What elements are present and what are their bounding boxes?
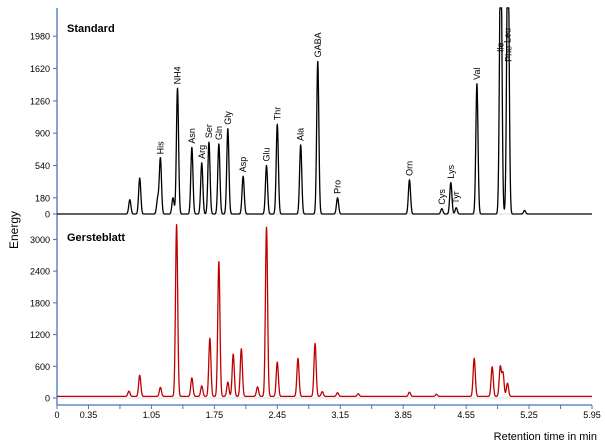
y-tick-label: 1980 <box>30 32 50 42</box>
panel-title: Standard <box>67 23 115 35</box>
x-tick-label: 2.45 <box>269 410 287 420</box>
peak-label: Ser <box>204 124 214 138</box>
x-tick-label: 0 <box>54 410 59 420</box>
y-tick-label: 2400 <box>30 267 50 277</box>
y-tick-label: 900 <box>35 129 50 139</box>
peak-label: Ala <box>296 128 306 141</box>
peak-label: Ile <box>495 42 505 52</box>
peak-label: Phe <box>503 46 513 62</box>
y-tick-label: 1800 <box>30 298 50 308</box>
peak-label: Glu <box>262 148 272 162</box>
peak-label: Gln <box>214 126 224 140</box>
peak-label: NH4 <box>172 66 182 84</box>
peak-label: Tyr <box>451 191 461 204</box>
peak-label: Leu <box>502 28 512 43</box>
peak-label: His <box>155 141 165 154</box>
chromatogram-trace <box>56 223 593 398</box>
x-tick-label: 1.75 <box>206 410 224 420</box>
y-tick-label: 1620 <box>30 64 50 74</box>
panel-title: Gersteblatt <box>67 232 125 244</box>
x-axis-label: Retention time in min <box>494 431 597 443</box>
axes: 0 0.35 1.05 1.75 2.45 3.15 3.85 4.55 5.25 5.95 <box>54 8 601 420</box>
peak-label: Val <box>472 67 482 79</box>
peak-label: Gly <box>223 111 233 125</box>
chromatogram-trace <box>56 7 593 215</box>
x-tick-label: 3.15 <box>331 410 349 420</box>
peak-label: Cys <box>437 189 447 205</box>
peak-label: Lys <box>446 164 456 178</box>
x-tick-label: 1.05 <box>143 410 161 420</box>
x-tick-label: 5.95 <box>583 410 601 420</box>
x-tick-label: 0.35 <box>80 410 98 420</box>
peak-label: GABA <box>313 32 323 57</box>
panel-gersteblatt: 0 600 1200 1800 2400 3000 Gersteblatt <box>30 223 593 404</box>
x-tick-label: 3.85 <box>394 410 412 420</box>
peak-label: Asn <box>187 128 197 144</box>
peak-label: Arg <box>197 145 207 159</box>
y-tick-label: 3000 <box>30 235 50 245</box>
y-tick-label: 0 <box>45 210 50 220</box>
y-axis-label: Energy <box>7 211 21 249</box>
y-tick-label: 540 <box>35 161 50 171</box>
panel-standard: 0180540900126016201980StandardHisNH4AsnA… <box>30 7 593 220</box>
y-tick-label: 1260 <box>30 96 50 106</box>
x-tick-label: 5.25 <box>520 410 538 420</box>
y-tick-label: 180 <box>35 193 50 203</box>
y-tick-label: 600 <box>35 362 50 372</box>
peak-label: Asp <box>238 157 248 173</box>
y-tick-label: 0 <box>45 394 50 404</box>
peak-label: Pro <box>333 180 343 194</box>
x-tick-label: 4.55 <box>457 410 475 420</box>
y-tick-label: 1200 <box>30 330 50 340</box>
peak-label: Thr <box>272 107 282 121</box>
peak-label: Orn <box>404 161 414 176</box>
